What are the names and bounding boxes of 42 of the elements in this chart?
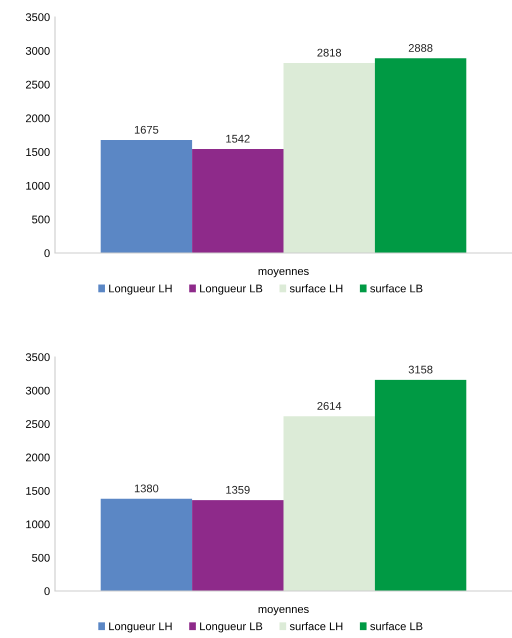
y-tick-label: 0 xyxy=(44,587,50,596)
y-tick-label: 500 xyxy=(32,216,50,224)
data-label: 2614 xyxy=(317,402,342,410)
y-tick-label: 3000 xyxy=(26,386,50,395)
data-label: 2888 xyxy=(408,44,432,52)
legend-label: surface LB xyxy=(370,284,422,292)
y-tick-label: 1500 xyxy=(26,486,50,495)
y-tick-label: 1500 xyxy=(26,148,50,156)
x-tick-label: moyennes xyxy=(258,268,309,278)
legend-label: Longueur LB xyxy=(200,622,262,632)
data-label: 2818 xyxy=(317,48,342,57)
x-tick-label: moyennes xyxy=(258,606,309,616)
bar xyxy=(100,498,192,591)
y-tick-label: 1000 xyxy=(26,182,50,190)
y-tick-label: 3500 xyxy=(26,13,50,22)
y-tick-label: 2500 xyxy=(26,80,50,89)
data-label: 1675 xyxy=(134,126,158,134)
bar xyxy=(374,58,466,253)
bar xyxy=(374,380,466,591)
legend-label: Longueur LH xyxy=(109,622,172,632)
y-tick-label: 3500 xyxy=(26,353,50,362)
y-tick-label: 500 xyxy=(32,554,50,562)
y-tick-label: 2000 xyxy=(26,454,50,462)
bar xyxy=(192,149,284,253)
legend-label: surface LB xyxy=(370,622,422,630)
legend-label: surface LH xyxy=(290,622,342,630)
bar xyxy=(192,500,284,591)
data-label: 1359 xyxy=(226,486,250,494)
y-tick-label: 2000 xyxy=(26,114,50,122)
y-tick-label: 0 xyxy=(44,249,50,258)
bar xyxy=(100,140,192,253)
data-label: 1380 xyxy=(134,484,158,492)
legend-label: Longueur LB xyxy=(200,284,262,295)
y-tick-label: 1000 xyxy=(26,520,50,528)
y-tick-label: 2500 xyxy=(26,420,50,428)
legend-label: Longueur LH xyxy=(109,284,172,295)
y-tick-label: 3000 xyxy=(26,46,50,55)
data-label: 3158 xyxy=(408,366,432,374)
legend-label: surface LH xyxy=(290,284,342,292)
bar xyxy=(284,62,375,253)
data-label: 1542 xyxy=(226,134,250,143)
bar xyxy=(284,416,375,591)
